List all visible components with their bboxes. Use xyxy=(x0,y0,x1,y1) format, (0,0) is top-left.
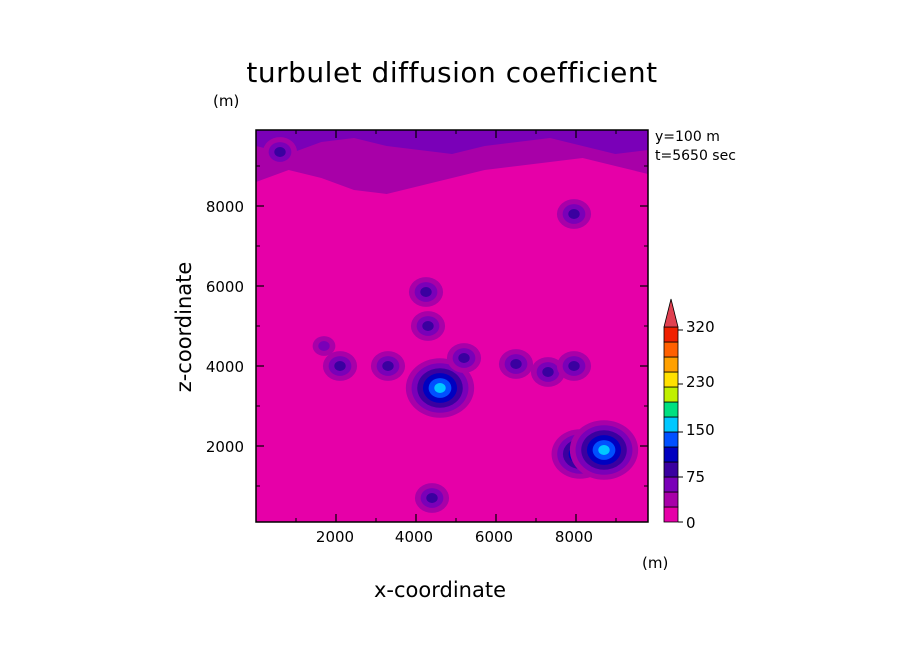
heatmap-cell xyxy=(568,361,580,371)
colorbar-tick-label: 150 xyxy=(686,421,715,439)
colorbar-swatch xyxy=(663,386,679,403)
colorbar-swatch xyxy=(663,431,679,448)
heatmap-band xyxy=(256,130,648,154)
heatmap-cell xyxy=(598,445,610,455)
y-tick-label: 8000 xyxy=(205,198,244,216)
colorbar-tick-label: 320 xyxy=(686,318,715,336)
colorbar-swatch xyxy=(663,461,679,478)
heatmap-cell xyxy=(568,209,580,219)
y-tick-label: 2000 xyxy=(205,438,244,456)
heatmap-cell xyxy=(274,147,286,157)
colorbar-tick-label: 75 xyxy=(686,468,706,486)
heatmap-cell xyxy=(542,367,554,377)
colorbar-swatch xyxy=(663,506,679,523)
heatmap-cell xyxy=(510,359,522,369)
heatmap-cell xyxy=(420,287,432,297)
colorbar-swatch xyxy=(663,401,679,418)
x-tick-label: 2000 xyxy=(315,528,355,546)
x-tick-label: 8000 xyxy=(554,528,594,546)
x-tick-label: 6000 xyxy=(474,528,514,546)
colorbar-swatch xyxy=(663,356,679,373)
y-tick-label: 6000 xyxy=(205,278,244,296)
colorbar-swatch xyxy=(663,341,679,358)
x-axis-label: x-coordinate xyxy=(374,578,507,602)
heatmap-cell xyxy=(426,493,438,503)
heatmap-cell xyxy=(334,361,346,371)
colorbar-swatch xyxy=(663,446,679,463)
colorbar-swatch xyxy=(663,476,679,493)
heatmap-cell xyxy=(318,341,330,351)
colorbar-swatch xyxy=(663,491,679,508)
colorbar-extend-arrow xyxy=(663,298,679,328)
colorbar-swatch xyxy=(663,416,679,433)
y-tick-label: 4000 xyxy=(205,358,244,376)
colorbar-swatch xyxy=(663,371,679,388)
annotation-time: t=5650 sec xyxy=(655,148,736,164)
annotation-y-slice: y=100 m xyxy=(655,129,720,145)
heatmap-cell xyxy=(434,383,446,393)
heatmap-band xyxy=(256,130,648,194)
heatmap-cell xyxy=(382,361,394,371)
chart-title: turbulet diffusion coefficient xyxy=(246,56,658,89)
heatmap-cell xyxy=(422,321,434,331)
colorbar-swatch xyxy=(663,326,679,343)
x-tick-label: 4000 xyxy=(394,528,434,546)
heatmap-cell xyxy=(458,353,470,363)
colorbar-tick-label: 230 xyxy=(686,373,715,391)
x-unit-label: (m) xyxy=(642,554,669,572)
y-unit-label: (m) xyxy=(213,92,240,110)
colorbar-tick-label: 0 xyxy=(686,514,696,532)
